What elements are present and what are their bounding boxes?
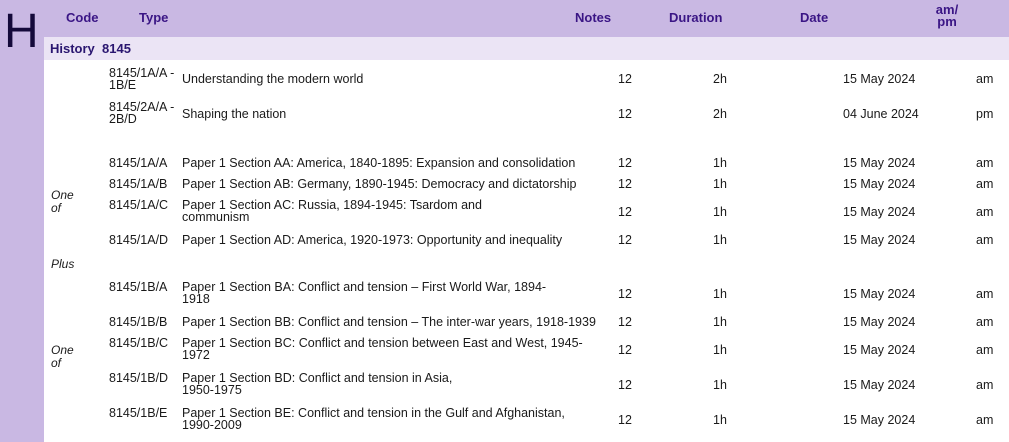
row-type: Paper 1 Section BA: Conflict and tension…: [182, 280, 547, 306]
plus-label: Plus: [51, 257, 75, 271]
row-date: 15 May 2024: [843, 315, 916, 329]
row-duration: 1h: [713, 378, 727, 392]
row-ampm: am: [976, 287, 994, 301]
row-notes: 12: [618, 413, 632, 427]
row-code: 8145/1A/A: [109, 156, 168, 170]
row-date: 04 June 2024: [843, 107, 919, 121]
row-code: 8145/1A/D: [109, 233, 169, 247]
row-notes: 12: [618, 287, 632, 301]
row-type: Paper 1 Section AC: Russia, 1894-1945: T…: [182, 198, 482, 224]
row-type: Paper 1 Section BC: Conflict and tension…: [182, 336, 583, 362]
header-duration: Duration: [669, 10, 723, 25]
row-code: 8145/1B/C: [109, 336, 169, 350]
row-type: Paper 1 Section BD: Conflict and tension…: [182, 371, 453, 397]
header-ampm: am/ pm: [935, 2, 959, 29]
row-duration: 2h: [713, 107, 727, 121]
row-ampm: am: [976, 205, 994, 219]
row-date: 15 May 2024: [843, 233, 916, 247]
row-date: 15 May 2024: [843, 156, 916, 170]
row-date: 15 May 2024: [843, 343, 916, 357]
row-notes: 12: [618, 177, 632, 191]
row-duration: 1h: [713, 233, 727, 247]
section-letter-column: H: [0, 0, 44, 442]
row-notes: 12: [618, 378, 632, 392]
row-date: 15 May 2024: [843, 205, 916, 219]
row-notes: 12: [618, 72, 632, 86]
row-code: 8145/1B/B: [109, 315, 168, 329]
row-ampm: am: [976, 233, 994, 247]
row-code: 8145/1A/A - 1B/E: [109, 66, 175, 92]
row-type: Paper 1 Section BB: Conflict and tension…: [182, 315, 596, 329]
row-date: 15 May 2024: [843, 177, 916, 191]
row-ampm: am: [976, 72, 994, 86]
row-code: 8145/1B/D: [109, 371, 169, 385]
row-duration: 1h: [713, 287, 727, 301]
row-duration: 1h: [713, 413, 727, 427]
row-notes: 12: [618, 107, 632, 121]
section-letter: H: [4, 5, 39, 58]
row-notes: 12: [618, 343, 632, 357]
row-code: 8145/1B/E: [109, 406, 168, 420]
subject-title: History 8145: [50, 41, 131, 56]
row-ampm: am: [976, 413, 994, 427]
row-duration: 1h: [713, 177, 727, 191]
row-code: 8145/1B/A: [109, 280, 168, 294]
header-date: Date: [800, 10, 829, 25]
row-ampm: am: [976, 378, 994, 392]
row-date: 15 May 2024: [843, 72, 916, 86]
header-code: Code: [66, 10, 99, 25]
row-date: 15 May 2024: [843, 378, 916, 392]
row-type: Paper 1 Section AD: America, 1920-1973: …: [182, 233, 563, 247]
row-date: 15 May 2024: [843, 287, 916, 301]
row-ampm: am: [976, 177, 994, 191]
row-code: 8145/1A/B: [109, 177, 168, 191]
row-duration: 1h: [713, 205, 727, 219]
header-notes: Notes: [575, 10, 612, 25]
one-of-label-2: One of: [51, 343, 74, 370]
header-type: Type: [139, 10, 169, 25]
row-type: Shaping the nation: [182, 107, 287, 121]
row-ampm: pm: [976, 107, 994, 121]
row-type: Paper 1 Section BE: Conflict and tension…: [182, 406, 565, 432]
row-notes: 12: [618, 233, 632, 247]
row-code: 8145/1A/C: [109, 198, 169, 212]
one-of-label-1: One of: [51, 188, 74, 215]
row-duration: 1h: [713, 343, 727, 357]
subject-row: History 8145: [44, 37, 1009, 60]
row-duration: 1h: [713, 315, 727, 329]
row-ampm: am: [976, 315, 994, 329]
row-type: Paper 1 Section AA: America, 1840-1895: …: [182, 156, 576, 170]
row-type: Understanding the modern world: [182, 72, 364, 86]
row-duration: 1h: [713, 156, 727, 170]
row-notes: 12: [618, 156, 632, 170]
row-duration: 2h: [713, 72, 727, 86]
row-ampm: am: [976, 343, 994, 357]
table-header: [44, 0, 1009, 37]
row-code: 8145/2A/A - 2B/D: [109, 100, 175, 126]
row-date: 15 May 2024: [843, 413, 916, 427]
row-notes: 12: [618, 315, 632, 329]
row-type: Paper 1 Section AB: Germany, 1890-1945: …: [182, 177, 577, 191]
row-notes: 12: [618, 205, 632, 219]
row-ampm: am: [976, 156, 994, 170]
